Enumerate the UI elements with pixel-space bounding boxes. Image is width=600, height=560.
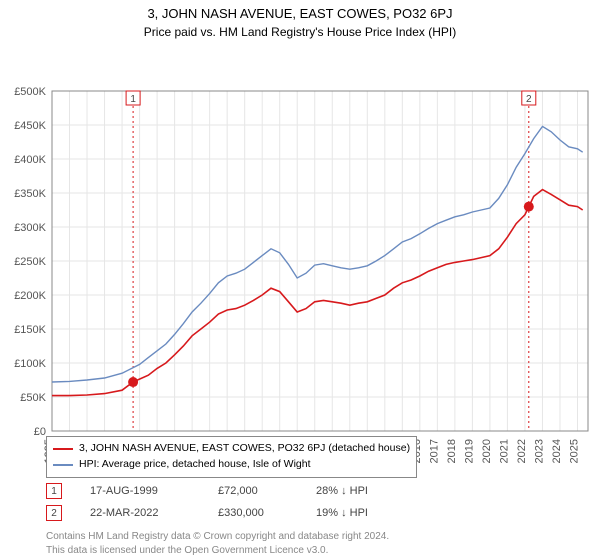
chart-subtitle: Price paid vs. HM Land Registry's House …	[0, 21, 600, 43]
transaction-price: £72,000	[218, 485, 288, 497]
svg-text:£500K: £500K	[14, 86, 46, 98]
footnote-line-2: This data is licensed under the Open Gov…	[46, 544, 389, 558]
legend-swatch	[53, 448, 73, 450]
svg-text:2020: 2020	[481, 439, 493, 463]
footnote-line-1: Contains HM Land Registry data © Crown c…	[46, 530, 389, 544]
legend-swatch	[53, 464, 73, 466]
svg-text:2: 2	[526, 94, 532, 105]
svg-text:2024: 2024	[551, 439, 563, 463]
legend-row: HPI: Average price, detached house, Isle…	[53, 457, 410, 473]
line-chart-svg: £0 £50K £100K £150K £200K £250K £300K £350K £400…	[0, 43, 600, 473]
svg-text:£300K: £300K	[14, 222, 46, 234]
svg-text:£400K: £400K	[14, 154, 46, 166]
transaction-date: 17-AUG-1999	[90, 485, 190, 497]
svg-text:2017: 2017	[428, 439, 440, 463]
legend-label: 3, JOHN NASH AVENUE, EAST COWES, PO32 6P…	[79, 441, 410, 457]
legend-row: 3, JOHN NASH AVENUE, EAST COWES, PO32 6P…	[53, 441, 410, 457]
footnote-text: Contains HM Land Registry data © Crown c…	[46, 530, 389, 557]
chart-container: 3, JOHN NASH AVENUE, EAST COWES, PO32 6P…	[0, 0, 600, 560]
svg-text:2025: 2025	[568, 439, 580, 463]
transaction-diff: 28% ↓ HPI	[316, 485, 406, 497]
svg-text:2019: 2019	[463, 439, 475, 463]
svg-text:1: 1	[130, 94, 136, 105]
svg-text:2018: 2018	[446, 439, 458, 463]
svg-text:2022: 2022	[516, 439, 528, 463]
transaction-price: £330,000	[218, 507, 288, 519]
svg-text:£350K: £350K	[14, 188, 46, 200]
transaction-diff: 19% ↓ HPI	[316, 507, 406, 519]
svg-text:£250K: £250K	[14, 256, 46, 268]
transaction-marker-icon: 1	[46, 483, 62, 499]
svg-text:£100K: £100K	[14, 358, 46, 370]
transaction-row: 1 17-AUG-1999 £72,000 28% ↓ HPI	[46, 480, 406, 502]
svg-text:£50K: £50K	[20, 392, 46, 404]
svg-text:£150K: £150K	[14, 324, 46, 336]
transaction-row: 2 22-MAR-2022 £330,000 19% ↓ HPI	[46, 502, 406, 524]
legend-box: 3, JOHN NASH AVENUE, EAST COWES, PO32 6P…	[46, 436, 417, 478]
transaction-marker-icon: 2	[46, 505, 62, 521]
svg-text:£0: £0	[34, 426, 46, 438]
transaction-date: 22-MAR-2022	[90, 507, 190, 519]
svg-text:2021: 2021	[498, 439, 510, 463]
legend-label: HPI: Average price, detached house, Isle…	[79, 457, 311, 473]
chart-title: 3, JOHN NASH AVENUE, EAST COWES, PO32 6P…	[0, 0, 600, 21]
svg-text:£450K: £450K	[14, 120, 46, 132]
svg-text:2023: 2023	[533, 439, 545, 463]
svg-text:£200K: £200K	[14, 290, 46, 302]
transactions-table: 1 17-AUG-1999 £72,000 28% ↓ HPI 2 22-MAR-2022…	[46, 480, 406, 524]
chart-plot-area: £0£50K£100K£150K£200K£250K£300K£350K£400…	[0, 43, 600, 423]
